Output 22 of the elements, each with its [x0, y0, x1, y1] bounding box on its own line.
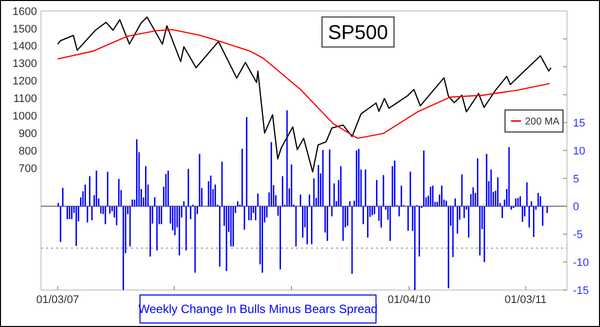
x-tick-label: 01/04/10 — [388, 294, 430, 306]
y-tick-label: 1200 — [12, 76, 37, 88]
y2-tick-label: 5 — [573, 173, 580, 186]
legend-label: 200 MA — [525, 116, 560, 128]
y-tick-label: 1100 — [13, 93, 37, 106]
y-tick-label: 1400 — [12, 40, 37, 53]
x-tick-label: 01/03/07 — [36, 294, 80, 306]
y2-tick-label: 0 — [573, 201, 580, 214]
y-tick-label: 1000 — [12, 110, 37, 122]
y-tick-label: 900 — [18, 128, 37, 140]
y-tick-label: 800 — [18, 145, 37, 158]
y2-tick-label: -5 — [573, 229, 583, 242]
y2-tick-label: 10 — [573, 145, 586, 158]
y-tick-label: 700 — [18, 162, 37, 175]
y2-tick-label: 15 — [573, 117, 586, 130]
x-tick-label: 01/03/11 — [504, 294, 547, 306]
y-tick-label: 1500 — [12, 23, 37, 36]
y2-tick-label: -10 — [573, 256, 589, 269]
y2-tick-label: -15 — [573, 284, 589, 297]
text: SP500 — [328, 22, 388, 44]
y-tick-label: 1300 — [12, 58, 37, 70]
y-tick-label: 1600 — [12, 6, 37, 18]
